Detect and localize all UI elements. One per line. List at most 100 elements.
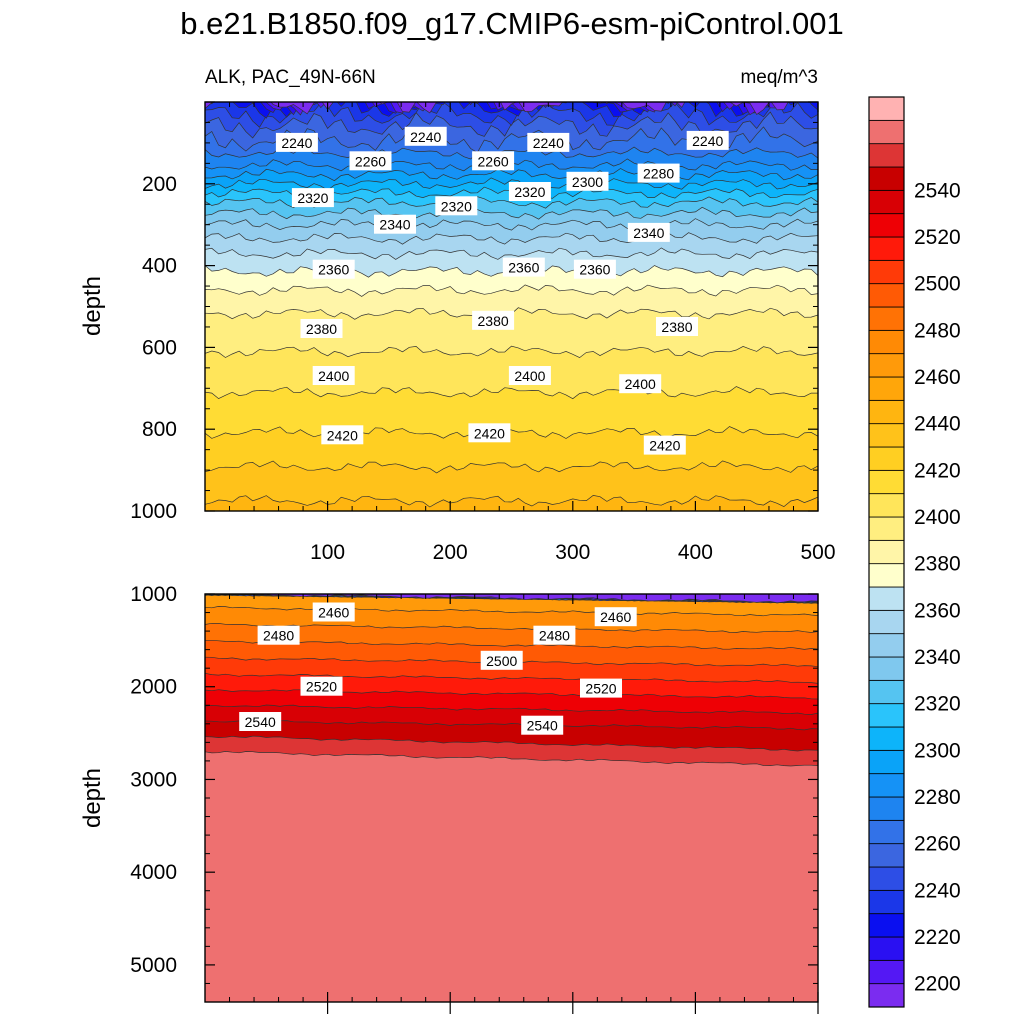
svg-text:2480: 2480 — [539, 628, 570, 644]
lower-contour-panel: 1000 2000 3000 4000 5000 2460 2460 2480 2480 2500… — [130, 583, 819, 1014]
svg-text:2320: 2320 — [514, 184, 545, 200]
colorbar-tick-label: 2340 — [914, 646, 961, 669]
colorbar-box-25 — [868, 399, 905, 425]
contour-line-2280 — [205, 168, 818, 182]
lower-contour-fill — [205, 594, 818, 1002]
colorbar-box-5 — [868, 866, 905, 891]
contour-label-2320: 2320 — [435, 196, 478, 216]
contour-line-2330 — [205, 218, 818, 231]
colorbar-box-14 — [868, 656, 905, 681]
colorbar-tick-label: 2440 — [914, 413, 961, 436]
svg-text:2540: 2540 — [527, 718, 558, 734]
colorbar-box-15 — [868, 633, 905, 658]
upper-ytick-label: 600 — [142, 336, 177, 359]
svg-text:2400: 2400 — [625, 376, 656, 392]
colorbar-box-0 — [868, 983, 905, 1008]
contour-label-2280: 2280 — [637, 163, 680, 183]
contour-label-2260: 2260 — [349, 151, 392, 171]
colorbar-box-23 — [868, 446, 905, 471]
contour-label-2540: 2540 — [521, 715, 564, 735]
contour-label-2420: 2420 — [321, 425, 364, 445]
svg-text:2500: 2500 — [486, 653, 517, 669]
figure-title: b.e21.B1850.f09_g17.CMIP6-esm-piControl.… — [180, 6, 843, 41]
contour-label-2480: 2480 — [257, 625, 300, 645]
colorbar-box-17 — [868, 586, 905, 611]
svg-text:2300: 2300 — [572, 174, 603, 190]
contour-label-2360: 2360 — [573, 259, 616, 279]
upper-xtick-label: 100 — [310, 541, 345, 564]
colorbar-box-37 — [868, 119, 905, 145]
svg-text:2400: 2400 — [318, 368, 349, 384]
svg-text:2320: 2320 — [297, 190, 328, 206]
upper-ylabel: depth — [79, 276, 106, 336]
contour-band-2190 — [205, 102, 789, 115]
svg-text:2340: 2340 — [379, 217, 410, 233]
colorbar-tick-label: 2520 — [914, 226, 961, 249]
colorbar-tick-label: 2200 — [914, 973, 961, 996]
svg-text:2280: 2280 — [643, 166, 674, 182]
colorbar-box-7 — [868, 819, 905, 845]
contour-label-2340: 2340 — [374, 214, 416, 234]
contour-line-2540 — [205, 735, 818, 752]
units-label: meq/m^3 — [740, 67, 818, 88]
upper-xtick-label: 300 — [555, 541, 590, 564]
colorbar-box-33 — [868, 213, 905, 238]
contour-label-2460: 2460 — [594, 607, 637, 627]
colorbar-box-4 — [868, 889, 905, 915]
svg-text:2240: 2240 — [692, 133, 723, 149]
contour-line-2500 — [205, 672, 818, 684]
upper-ytick-label: 1000 — [130, 500, 177, 523]
upper-ytick-label: 200 — [142, 173, 177, 196]
colorbar-tick-label: 2480 — [914, 319, 961, 342]
contour-label-2300: 2300 — [566, 171, 609, 191]
contour-label-2400: 2400 — [312, 366, 355, 385]
contour-line-2190 — [205, 594, 818, 604]
colorbar-tick-label: 2380 — [914, 553, 961, 576]
contour-label-2400: 2400 — [508, 366, 551, 385]
svg-text:2400: 2400 — [514, 368, 545, 384]
colorbar-box-3 — [868, 913, 905, 938]
upper-xtick-label: 400 — [678, 541, 713, 564]
colorbar-box-1 — [868, 959, 905, 985]
upper-contour-panel: 100 200 300 400 500 200 400 600 800 1000 2240 2240 2… — [130, 101, 836, 564]
colorbar-tick-label: 2400 — [914, 506, 961, 529]
svg-text:2360: 2360 — [579, 262, 610, 278]
colorbar-box-19 — [868, 539, 905, 565]
colorbar-box-18 — [868, 563, 905, 588]
contour-label-2240: 2240 — [686, 130, 729, 150]
colorbar-box-27 — [868, 353, 905, 378]
colorbar: 2200 2220 2240 2260 2280 2300 2320 2340 2360 2380… — [868, 96, 961, 1008]
contour-line-2290 — [205, 177, 818, 191]
contour-label-2520: 2520 — [300, 676, 343, 696]
contour-line-2480 — [205, 639, 818, 650]
colorbar-tick-label: 2420 — [914, 459, 961, 482]
colorbar-box-2 — [868, 936, 905, 961]
colorbar-box-9 — [868, 773, 905, 798]
contour-band-2190 — [205, 594, 818, 603]
contour-label-2380: 2380 — [300, 319, 343, 338]
contour-label-2240: 2240 — [527, 132, 570, 152]
colorbar-tick-label: 2260 — [914, 833, 961, 856]
contour-line-2410 — [205, 426, 818, 439]
svg-text:2380: 2380 — [306, 321, 337, 337]
contour-line-2340 — [205, 232, 818, 245]
colorbar-tick-label: 2460 — [914, 366, 961, 389]
contour-band-2230 — [205, 102, 818, 128]
contour-line-2390 — [205, 345, 818, 359]
colorbar-tick-label: 2320 — [914, 693, 961, 716]
colorbar-tick-label: 2300 — [914, 739, 961, 762]
colorbar-tick-label: 2220 — [914, 926, 961, 949]
contour-line-2520 — [205, 704, 818, 715]
colorbar-box-22 — [868, 469, 905, 495]
svg-text:2340: 2340 — [633, 225, 664, 241]
colorbar-box-11 — [868, 726, 905, 751]
contour-label-2460: 2460 — [312, 602, 355, 622]
svg-text:2260: 2260 — [478, 153, 509, 169]
colorbar-tick-label: 2540 — [914, 179, 961, 202]
colorbar-box-10 — [868, 749, 905, 775]
svg-text:2540: 2540 — [245, 714, 276, 730]
contour-line-2530 — [205, 719, 818, 731]
svg-text:2480: 2480 — [263, 628, 294, 644]
contour-line-2430 — [205, 495, 818, 508]
svg-text:2260: 2260 — [355, 153, 386, 169]
